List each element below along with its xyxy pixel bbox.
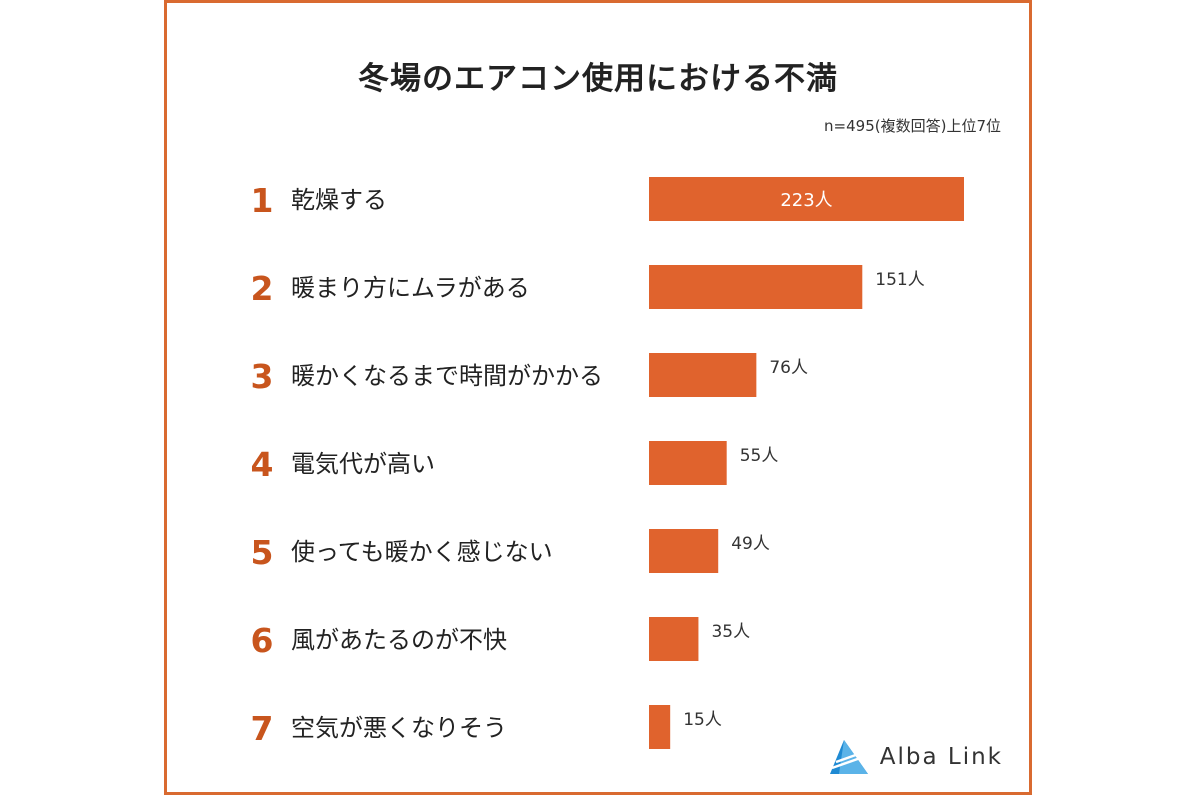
bar xyxy=(649,705,671,749)
rank-number: 1 xyxy=(251,181,274,220)
bar xyxy=(649,265,863,309)
category-label: 暖かくなるまで時間がかかる xyxy=(291,362,603,390)
bar xyxy=(649,441,727,485)
rank-number: 5 xyxy=(251,533,274,572)
value-label: 15人 xyxy=(683,710,722,730)
value-label: 49人 xyxy=(731,534,770,554)
chart-subtitle: n=495(複数回答)上位7位 xyxy=(824,117,1001,135)
rank-number: 2 xyxy=(251,269,274,308)
chart-card: 冬場のエアコン使用における不満 n=495(複数回答)上位7位 1 乾燥する 223… xyxy=(164,0,1032,795)
value-label: 151人 xyxy=(875,270,924,290)
category-label: 使っても暖かく感じない xyxy=(291,538,553,566)
chart-title: 冬場のエアコン使用における不満 xyxy=(358,61,838,97)
value-label: 55人 xyxy=(740,446,779,466)
bar xyxy=(649,353,757,397)
category-label: 風があたるのが不快 xyxy=(291,626,507,654)
bar xyxy=(649,529,719,573)
brand-name: Alba Link xyxy=(879,744,1003,770)
rank-number: 6 xyxy=(251,621,274,660)
rank-number: 4 xyxy=(251,445,274,484)
alba-link-triangle-icon xyxy=(829,740,868,774)
category-label: 電気代が高い xyxy=(291,450,435,478)
value-label: 76人 xyxy=(769,358,808,378)
rank-number: 7 xyxy=(251,709,274,748)
category-label: 空気が悪くなりそう xyxy=(291,714,507,742)
bar xyxy=(649,617,699,661)
category-label: 暖まり方にムラがある xyxy=(291,274,530,302)
value-label: 223人 xyxy=(780,190,832,211)
bar xyxy=(649,177,964,221)
brand-logo: Alba Link xyxy=(828,738,1003,776)
value-label: 35人 xyxy=(711,622,750,642)
category-label: 乾燥する xyxy=(291,186,387,214)
rank-number: 3 xyxy=(251,357,274,396)
